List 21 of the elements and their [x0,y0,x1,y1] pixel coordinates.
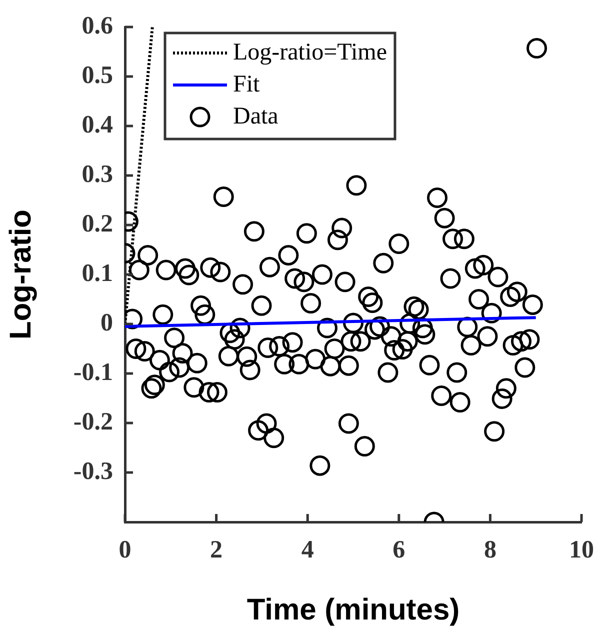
legend-label: Fit [233,71,260,98]
legend-label: Log-ratio=Time [233,39,387,66]
x-tick-label: 2 [210,536,223,564]
x-tick-label: 6 [392,536,406,564]
y-tick-label: -0.2 [73,408,113,436]
legend-label: Data [233,103,279,130]
y-tick-label: 0.5 [82,62,113,89]
y-tick-label: -0.1 [73,358,113,386]
x-tick-label: 8 [484,536,496,564]
y-tick-label: 0.6 [82,12,113,40]
x-tick-label: 0 [118,536,132,564]
y-tick-label: 0.2 [82,210,113,238]
y-tick-label: 0.4 [82,111,114,138]
y-tick-label: -0.3 [73,458,113,485]
y-axis-title: Log-ratio [4,210,38,340]
y-tick-label: 0.3 [82,160,113,188]
x-axis-title: Time (minutes) [246,593,460,626]
y-tick-label: 0.1 [82,260,113,287]
x-tick-label: 4 [301,536,314,564]
y-tick-label: 0 [100,309,113,336]
x-tick-label: 10 [569,536,594,564]
